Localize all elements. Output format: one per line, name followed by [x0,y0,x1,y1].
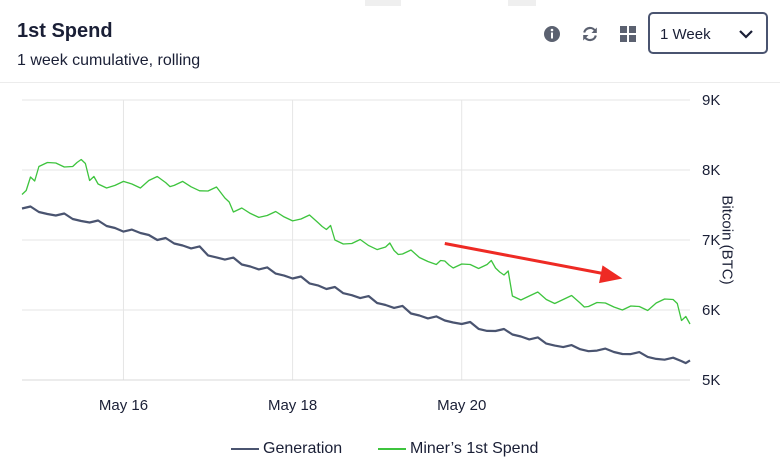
legend-swatch [378,448,406,450]
x-tick-label: May 16 [99,397,148,414]
line-chart: 5K 6K 7K 8K 9K May 16 May 18 May 20 [21,92,720,414]
legend-swatch [231,448,259,450]
period-select-value: 1 Week [660,26,711,43]
period-select[interactable]: 1 Week [648,12,768,54]
top-tab-stub [365,0,401,6]
card-title: 1st Spend [17,20,113,42]
header-divider [0,82,780,83]
series-generation-line [21,205,691,365]
card-subtitle: 1 week cumulative, rolling [17,52,201,69]
top-tab-stub [508,0,536,6]
y-tick-label: 5K [702,372,720,389]
annotation-arrow-head [599,265,623,284]
legend-item-miners-1st-spend[interactable]: Miner’s 1st Spend [378,438,554,460]
x-tick-label: May 18 [268,397,317,414]
series-miners-1st-spend-line [21,158,691,325]
legend-label: Generation [263,440,343,457]
annotation-arrow-shaft [444,242,609,276]
chevron-down-icon [739,30,753,39]
legend-item-generation[interactable]: Generation [231,438,355,460]
x-tick-label: May 20 [437,397,486,414]
y-tick-label: 6K [702,302,720,319]
y-axis-title-text: Bitcoin (BTC) [718,195,736,285]
info-icon[interactable] [543,25,561,43]
refresh-icon[interactable] [581,25,599,43]
grid-icon[interactable] [619,25,637,43]
legend-label: Miner’s 1st Spend [410,440,539,457]
y-tick-label: 7K [702,232,720,249]
y-tick-label: 8K [702,162,720,179]
y-tick-label: 9K [702,92,720,109]
